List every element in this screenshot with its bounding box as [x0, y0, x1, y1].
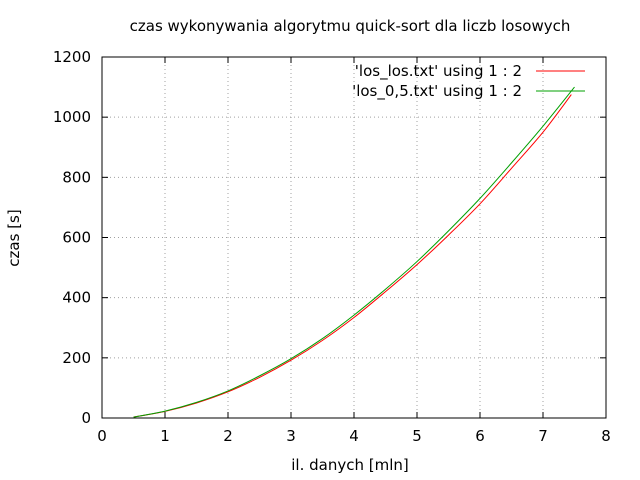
y-tick-label: 200 — [62, 349, 91, 367]
x-tick-label: 1 — [160, 427, 170, 445]
x-tick-label: 7 — [538, 427, 548, 445]
y-axis-label: czas [s] — [5, 209, 23, 266]
chart-title: czas wykonywania algorytmu quick-sort dl… — [130, 17, 571, 35]
y-tick-label: 0 — [81, 409, 91, 427]
grid — [102, 57, 606, 418]
legend: 'los_los.txt' using 1 : 2'los_0,5.txt' u… — [352, 62, 585, 101]
x-tick-label: 6 — [475, 427, 485, 445]
axis-ticks: 0 1 2 3 4 5 6 7 8 0 200 400 600 800 1000 1200 — [53, 48, 611, 445]
series-line-0 — [133, 94, 572, 418]
x-tick-label: 0 — [97, 427, 107, 445]
x-tick-label: 3 — [286, 427, 296, 445]
series-line-1 — [133, 86, 575, 418]
y-tick-label: 400 — [62, 289, 91, 307]
legend-label-0: 'los_los.txt' using 1 : 2 — [355, 62, 522, 81]
x-tick-label: 2 — [223, 427, 233, 445]
x-tick-label: 4 — [349, 427, 359, 445]
legend-label-1: 'los_0,5.txt' using 1 : 2 — [352, 82, 522, 101]
x-axis-label: il. danych [mln] — [291, 456, 408, 474]
series-group — [133, 86, 575, 418]
y-tick-label: 1000 — [53, 108, 91, 126]
y-tick-label: 800 — [62, 168, 91, 186]
x-tick-label: 8 — [601, 427, 611, 445]
y-tick-label: 600 — [62, 229, 91, 247]
x-tick-label: 5 — [412, 427, 422, 445]
y-tick-label: 1200 — [53, 48, 91, 66]
